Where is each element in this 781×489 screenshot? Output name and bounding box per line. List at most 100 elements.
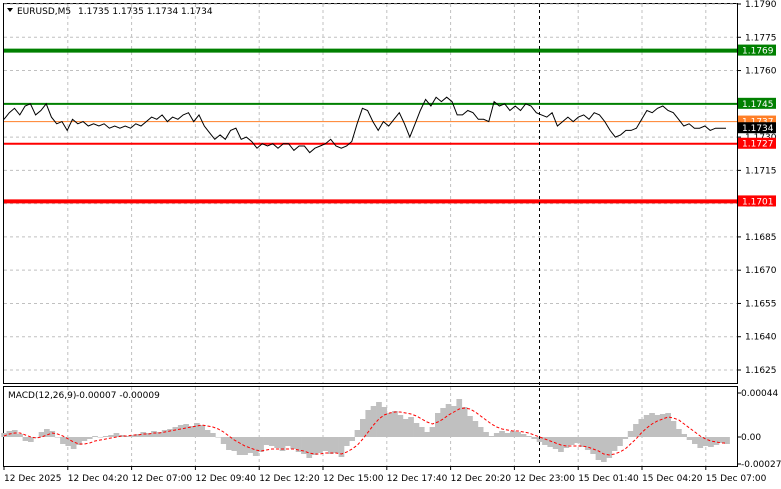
- macd-bar: [627, 431, 634, 437]
- macd-bar: [504, 433, 511, 437]
- macd-bar: [17, 434, 23, 437]
- macd-bar: [70, 437, 77, 449]
- macd-bar: [440, 408, 446, 437]
- grid: [4, 3, 737, 466]
- macd-bar: [236, 437, 243, 455]
- macd-bar: [129, 435, 136, 437]
- macd-bar: [327, 437, 334, 454]
- macd-bar: [445, 404, 452, 437]
- price-tick-label: 1.1760: [745, 67, 777, 77]
- macd-bar: [493, 433, 500, 437]
- ohlc-values: 1.1735 1.1735 1.1734 1.1734: [78, 7, 213, 17]
- macd-bar: [456, 399, 463, 437]
- macd-bar: [263, 437, 270, 445]
- current-price-box: [738, 122, 776, 134]
- macd-bar: [601, 437, 607, 462]
- macd-bar: [365, 410, 372, 437]
- time-tick-label: 12 Dec 12:20: [259, 474, 320, 484]
- macd-bar: [718, 437, 725, 443]
- macd-bar: [204, 430, 211, 437]
- macd-bar: [140, 432, 147, 437]
- macd-bar: [194, 423, 200, 437]
- macd-bar: [306, 437, 313, 458]
- macd-bar: [515, 432, 521, 437]
- macd-bar: [333, 437, 339, 453]
- macd-bar: [386, 413, 393, 437]
- macd-tick-label: 0.00044: [741, 389, 778, 399]
- macd-bar: [418, 427, 425, 437]
- macd-tick-label: -0.00027: [741, 460, 781, 470]
- symbol-dropdown-icon[interactable]: [7, 8, 13, 12]
- macd-bar: [536, 437, 543, 442]
- macd-bar: [76, 437, 82, 445]
- macd-bar: [33, 437, 39, 438]
- time-tick-label: 15 Dec 01:40: [578, 474, 639, 484]
- macd-bar: [665, 413, 671, 437]
- price-line: [3, 96, 726, 154]
- macd-bar: [167, 429, 173, 437]
- macd-bar: [520, 434, 527, 437]
- macd-bar: [531, 437, 538, 439]
- macd-bar: [429, 427, 436, 437]
- macd-bar: [408, 417, 414, 437]
- macd-bar: [413, 423, 420, 437]
- macd-bar: [49, 431, 56, 437]
- macd-bar: [161, 430, 168, 437]
- current-price-label: 1.1734: [742, 124, 774, 134]
- level-label-box: [738, 44, 776, 56]
- macd-bar: [402, 419, 409, 437]
- macd-bar: [617, 437, 623, 446]
- macd-bar: [654, 415, 661, 437]
- macd-tick-label: 0.00: [741, 433, 761, 443]
- price-tick-label: 1.1655: [745, 299, 777, 309]
- macd-bar: [38, 432, 45, 437]
- macd-bar: [135, 434, 141, 437]
- macd-bar: [242, 437, 248, 455]
- macd-bar: [483, 432, 489, 437]
- macd-bar: [119, 435, 125, 437]
- price-tick-label: 1.1670: [745, 266, 777, 276]
- macd-bar: [54, 437, 61, 438]
- macd-bar: [633, 424, 639, 437]
- macd-label: MACD(12,26,9): [8, 391, 76, 401]
- macd-bar: [392, 411, 398, 437]
- level-label-1.1701: 1.1701: [742, 197, 774, 207]
- time-tick-label: 12 Dec 04:20: [68, 474, 129, 484]
- macd-pane-frame: [3, 386, 738, 467]
- macd-series: [1, 399, 730, 462]
- macd-bar: [472, 421, 479, 437]
- macd-bar: [343, 437, 350, 446]
- macd-bar: [86, 437, 93, 439]
- macd-bar: [199, 425, 205, 437]
- macd-bar: [376, 402, 382, 437]
- macd-bar: [595, 437, 602, 460]
- level-label-box: [738, 97, 776, 109]
- macd-bar: [584, 437, 591, 450]
- macd-bar: [268, 437, 275, 446]
- macd-bar: [322, 437, 329, 451]
- macd-bar: [622, 437, 629, 439]
- macd-bar: [215, 437, 222, 438]
- macd-bar: [676, 429, 682, 437]
- macd-bar: [579, 437, 586, 447]
- macd-bar: [510, 431, 516, 437]
- time-tick-label: 12 Dec 23:00: [514, 474, 575, 484]
- macd-bar: [28, 437, 34, 442]
- macd-bar: [1, 433, 7, 437]
- macd-bar: [92, 436, 98, 437]
- macd-bar: [247, 437, 254, 453]
- macd-bar: [547, 437, 554, 447]
- macd-bar: [702, 437, 709, 446]
- macd-bar: [488, 436, 495, 437]
- macd-bar: [606, 437, 613, 458]
- time-tick-label: 15 Dec 04:20: [642, 474, 703, 484]
- macd-bar: [590, 437, 596, 454]
- macd-bar: [681, 434, 687, 437]
- macd-bar: [156, 432, 163, 437]
- macd-bar: [290, 437, 297, 449]
- macd-bar: [220, 437, 227, 444]
- macd-bar: [65, 437, 72, 446]
- macd-axis: 0.00044 0.00 -0.00027: [737, 389, 781, 470]
